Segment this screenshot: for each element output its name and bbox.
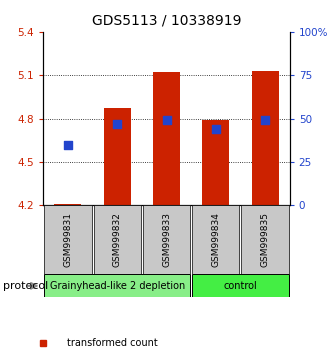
Bar [54,204,82,205]
FancyBboxPatch shape [44,205,92,274]
Point [262,117,268,123]
Text: GSM999831: GSM999831 [63,212,73,267]
Bar [251,71,279,205]
Bar [153,72,180,205]
Text: GSM999834: GSM999834 [211,212,220,267]
Text: GSM999833: GSM999833 [162,212,171,267]
FancyBboxPatch shape [241,205,289,274]
FancyBboxPatch shape [143,205,190,274]
Text: transformed count: transformed count [67,338,158,348]
Bar [202,120,229,205]
Point [65,142,71,147]
Text: protocol: protocol [3,281,49,291]
Text: GSM999832: GSM999832 [113,212,122,267]
FancyBboxPatch shape [192,205,239,274]
Point [115,121,120,127]
Bar [104,108,131,205]
Text: control: control [223,281,257,291]
Point [164,117,169,123]
FancyBboxPatch shape [44,274,190,297]
Point [213,126,218,132]
FancyBboxPatch shape [94,205,141,274]
FancyBboxPatch shape [192,274,289,297]
Text: GSM999835: GSM999835 [260,212,270,267]
Title: GDS5113 / 10338919: GDS5113 / 10338919 [92,14,241,28]
Text: Grainyhead-like 2 depletion: Grainyhead-like 2 depletion [50,281,185,291]
